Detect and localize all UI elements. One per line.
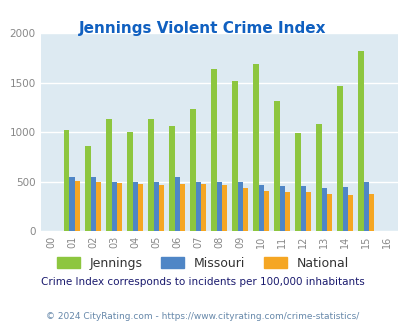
- Bar: [117, 183, 122, 231]
- Bar: [190, 109, 195, 231]
- Bar: [347, 195, 352, 231]
- Bar: [242, 188, 247, 231]
- Bar: [305, 192, 310, 231]
- Bar: [279, 186, 284, 231]
- Bar: [90, 177, 96, 231]
- Bar: [337, 86, 342, 231]
- Bar: [132, 182, 137, 231]
- Bar: [363, 182, 368, 231]
- Text: Jennings Violent Crime Index: Jennings Violent Crime Index: [79, 21, 326, 36]
- Bar: [158, 185, 164, 231]
- Bar: [300, 186, 305, 231]
- Bar: [69, 177, 75, 231]
- Bar: [216, 182, 221, 231]
- Bar: [106, 119, 111, 231]
- Bar: [326, 194, 331, 231]
- Bar: [258, 185, 263, 231]
- Bar: [211, 69, 216, 231]
- Bar: [315, 124, 321, 231]
- Bar: [342, 187, 347, 231]
- Bar: [284, 192, 290, 231]
- Bar: [174, 177, 179, 231]
- Bar: [358, 51, 363, 231]
- Bar: [221, 185, 226, 231]
- Bar: [127, 132, 132, 231]
- Bar: [179, 184, 185, 231]
- Bar: [274, 101, 279, 231]
- Bar: [96, 182, 101, 231]
- Bar: [75, 181, 80, 231]
- Text: Crime Index corresponds to incidents per 100,000 inhabitants: Crime Index corresponds to incidents per…: [41, 277, 364, 287]
- Bar: [368, 194, 373, 231]
- Legend: Jennings, Missouri, National: Jennings, Missouri, National: [52, 252, 353, 275]
- Bar: [137, 184, 143, 231]
- Bar: [85, 146, 90, 231]
- Bar: [195, 182, 200, 231]
- Bar: [64, 130, 69, 231]
- Bar: [169, 126, 174, 231]
- Bar: [111, 182, 117, 231]
- Bar: [232, 81, 237, 231]
- Bar: [295, 134, 300, 231]
- Bar: [153, 182, 158, 231]
- Bar: [321, 188, 326, 231]
- Bar: [237, 182, 242, 231]
- Bar: [200, 184, 206, 231]
- Text: © 2024 CityRating.com - https://www.cityrating.com/crime-statistics/: © 2024 CityRating.com - https://www.city…: [46, 312, 359, 321]
- Bar: [253, 64, 258, 231]
- Bar: [263, 191, 269, 231]
- Bar: [148, 119, 153, 231]
